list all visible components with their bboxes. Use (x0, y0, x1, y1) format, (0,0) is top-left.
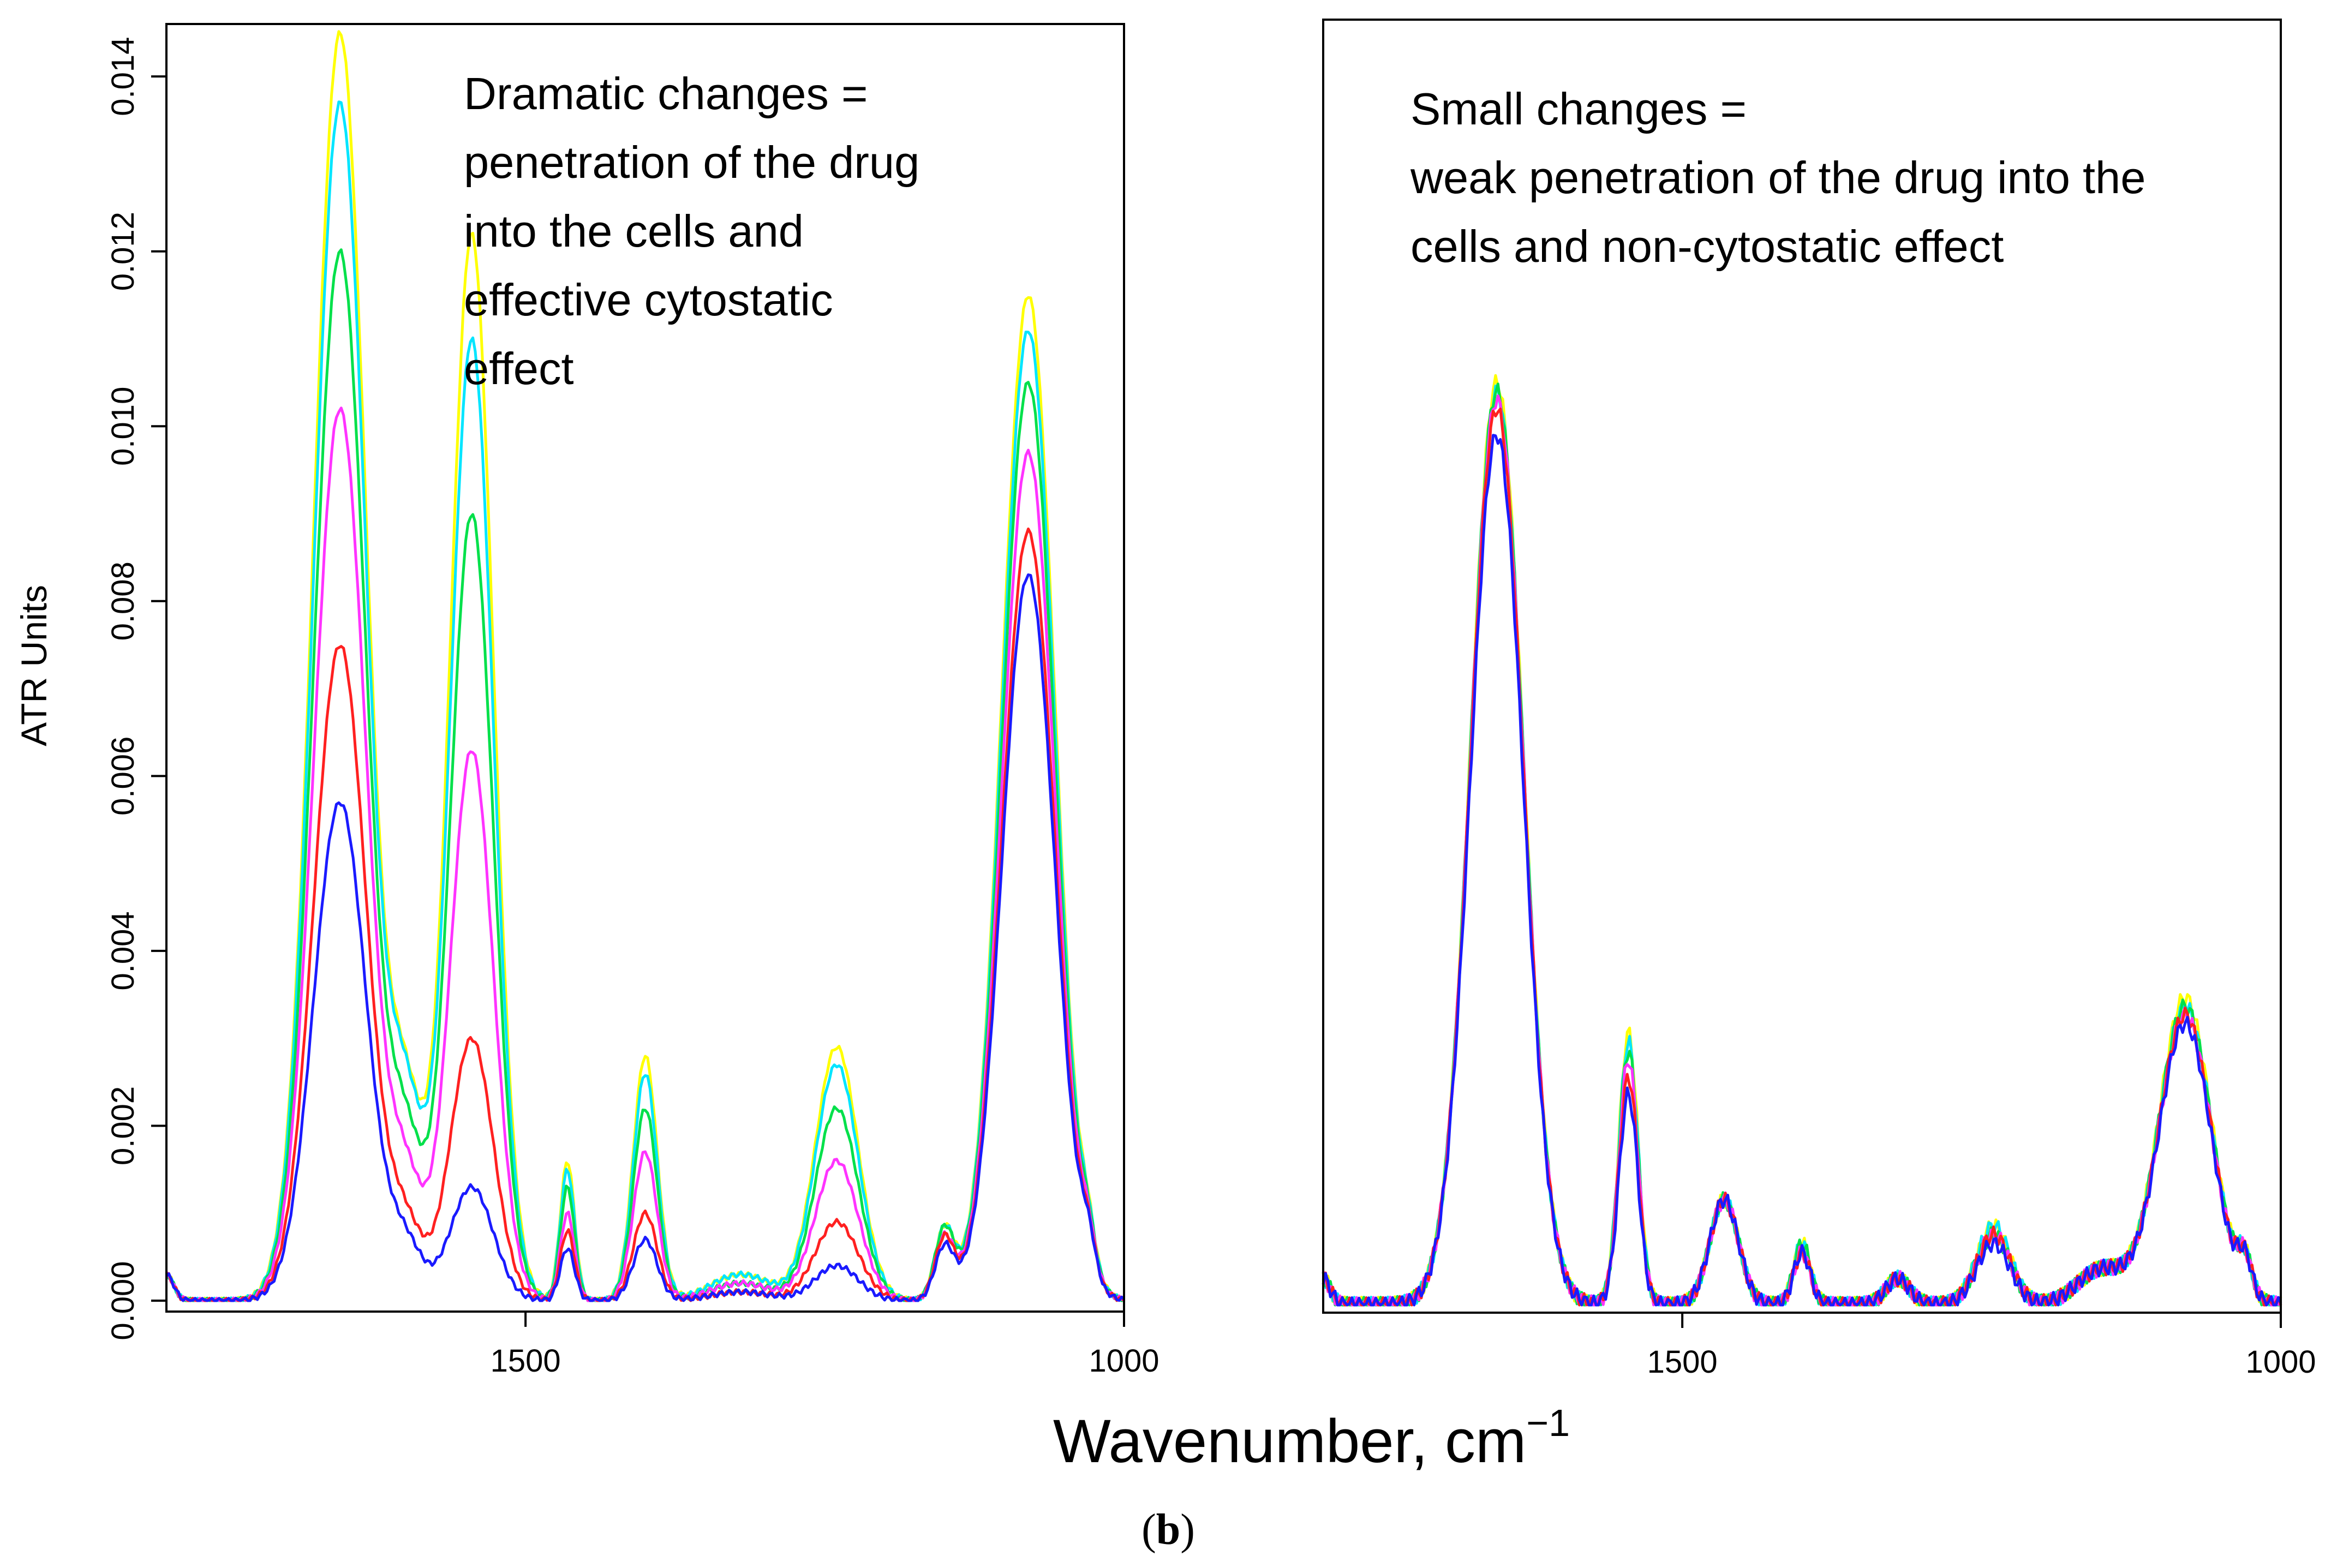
left-series-blue (165, 573, 1125, 1302)
panel-label-letter: b (1156, 1506, 1181, 1554)
left-y-axis: 0.000 0.002 0.004 0.006 0.008 0.010 0.012 0.014 (105, 37, 166, 1340)
left-series-magenta (165, 406, 1125, 1302)
right-spectra-lines (1322, 374, 2282, 1307)
right-annotation-line-2: weak penetration of the drug into the (1410, 152, 2145, 203)
left-y-tick-label-6: 0.012 (105, 212, 141, 291)
left-x-tick-label-1000: 1000 (1089, 1343, 1159, 1379)
right-annotation-line-3: cells and non-cytostatic effect (1410, 221, 2004, 272)
left-x-axis: 1500 1000 (491, 1312, 1159, 1379)
left-series-green (165, 248, 1125, 1302)
left-annotation-line-4: effective cytostatic (464, 274, 833, 325)
x-axis-label: Wavenumber, cm−1 (1053, 1402, 1570, 1475)
right-chart-panel: 1500 1000 Small changes = weak penetratio… (1322, 19, 2316, 1380)
right-x-axis: 1500 1000 (1647, 1313, 2316, 1380)
left-annotation-line-2: penetration of the drug (464, 137, 919, 188)
right-annotation-line-1: Small changes = (1410, 83, 1747, 134)
left-y-tick-label-7: 0.014 (105, 37, 141, 116)
right-x-tick-label-1500: 1500 (1647, 1344, 1718, 1380)
right-x-tick-label-1000: 1000 (2245, 1344, 2316, 1380)
left-chart-panel: 0.000 0.002 0.004 0.006 0.008 0.010 0.012 0.014… (14, 23, 1159, 1379)
right-plot-frame (1322, 19, 2282, 1314)
left-y-tick-label-1: 0.002 (105, 1086, 141, 1165)
left-y-tick-label-5: 0.010 (105, 387, 141, 466)
right-series-blue (1322, 434, 2282, 1307)
left-y-tick-label-2: 0.004 (105, 911, 141, 990)
y-axis-label: ATR Units (14, 585, 54, 746)
left-y-tick-label-4: 0.008 (105, 561, 141, 641)
left-annotation-line-1: Dramatic changes = (464, 68, 868, 119)
panel-label: (b) (1141, 1506, 1195, 1554)
left-x-tick-label-1500: 1500 (491, 1343, 561, 1379)
left-y-tick-label-0: 0.000 (105, 1261, 141, 1340)
left-annotation-line-3: into the cells and (464, 206, 804, 256)
left-spectra-lines (165, 30, 1126, 1302)
x-axis-label-superscript: −1 (1526, 1402, 1570, 1444)
left-plot-frame (165, 23, 1125, 1313)
left-y-tick-label-3: 0.006 (105, 737, 141, 816)
left-annotation-line-5: effect (464, 343, 574, 394)
